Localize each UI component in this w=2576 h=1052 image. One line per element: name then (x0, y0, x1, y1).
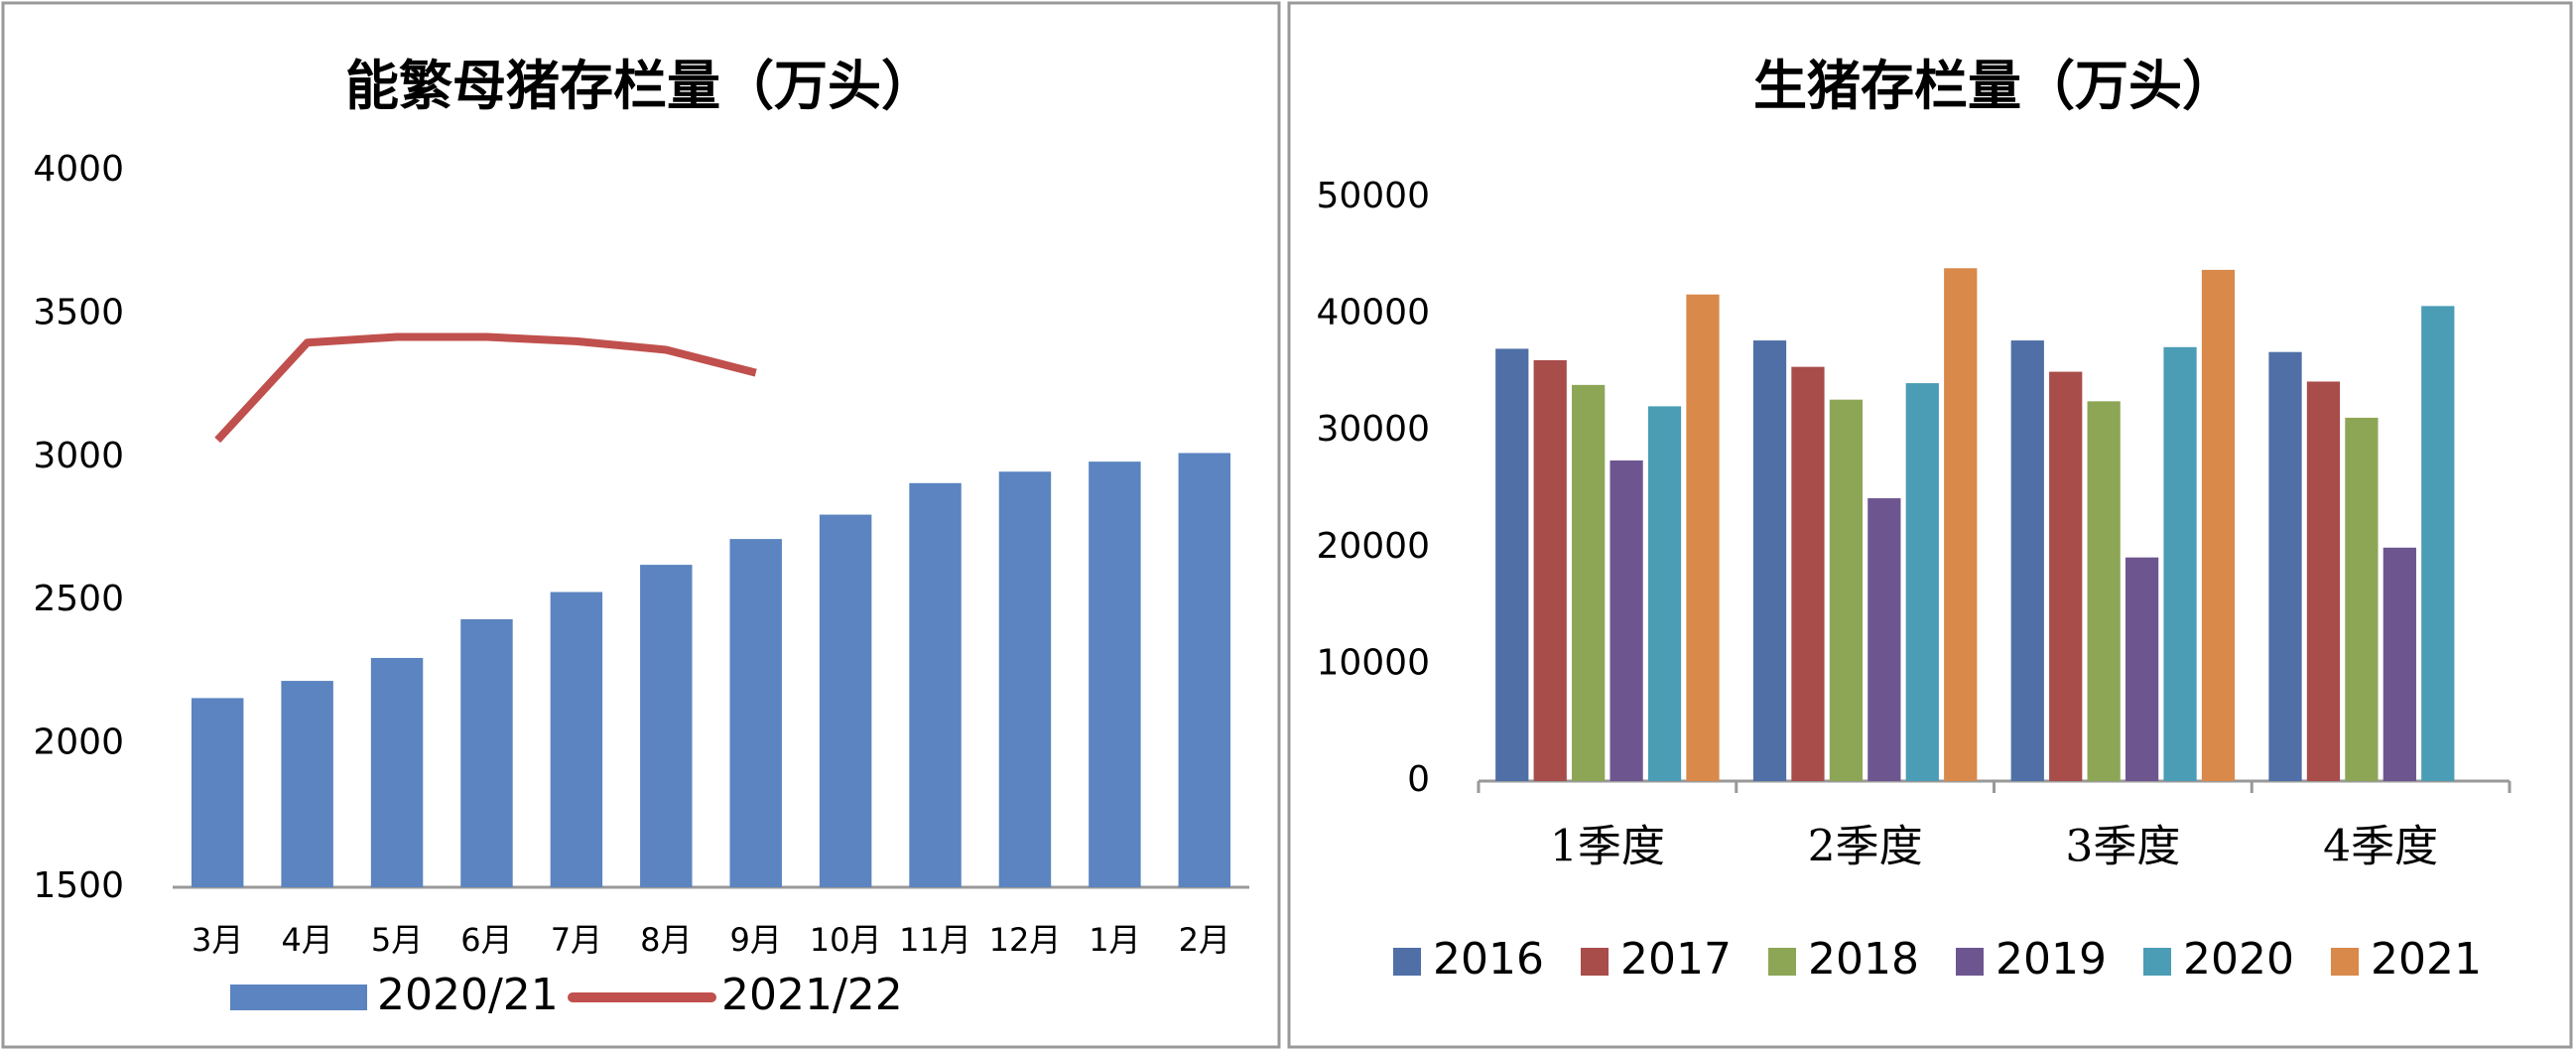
legend-label: 2016 (1433, 934, 1544, 985)
bar (1089, 461, 1141, 887)
x-tick-label: 5月 (371, 921, 423, 959)
y-tick-label: 4000 (33, 149, 124, 190)
bar (2125, 557, 2159, 781)
bar (1791, 366, 1825, 781)
bar (2163, 346, 2197, 781)
x-tick-label: 8月 (640, 921, 692, 959)
y-tick-label: 1500 (33, 865, 124, 906)
bar (1868, 498, 1901, 781)
bar (1533, 359, 1567, 781)
x-tick-label: 2月 (1179, 921, 1230, 959)
chart-title: 生猪存栏量（万头） (1753, 54, 2236, 117)
legend-label: 2017 (1620, 934, 1732, 985)
x-tick-label: 4月 (281, 921, 332, 959)
bar (1178, 453, 1231, 887)
y-tick-label: 10000 (1316, 642, 1430, 683)
bar (1944, 268, 1978, 781)
x-tick-label: 7月 (551, 921, 602, 959)
bar (1905, 383, 1939, 781)
y-tick-label: 3500 (33, 292, 124, 332)
bar (2421, 306, 2455, 781)
legend-swatch (1393, 948, 1421, 976)
x-tick-label: 3月 (192, 921, 243, 959)
bar (281, 681, 333, 887)
bar (640, 565, 693, 887)
legend-swatch (2331, 948, 2359, 976)
x-tick-label: 4季度 (2323, 822, 2438, 872)
bar (2087, 401, 2121, 781)
bar (729, 539, 782, 887)
y-tick-label: 30000 (1316, 409, 1430, 450)
x-tick-label: 9月 (730, 921, 782, 959)
legend-label: 2021 (2371, 934, 2482, 985)
bar (998, 471, 1052, 887)
x-tick-label: 11月 (899, 921, 971, 959)
bar (1495, 348, 1529, 781)
legend-swatch (1956, 948, 1984, 976)
bar (2383, 547, 2416, 781)
y-tick-label: 40000 (1316, 293, 1430, 333)
bar (460, 618, 513, 887)
legend-swatch (2143, 948, 2171, 976)
x-tick-label: 1季度 (1550, 822, 1665, 872)
legend-label: 2021/22 (721, 970, 903, 1020)
bar (1647, 406, 1682, 781)
bar (1572, 384, 1606, 781)
bar (2010, 340, 2044, 781)
x-tick-label: 6月 (460, 921, 512, 959)
bar (909, 482, 962, 887)
panel-border (1, 1, 1281, 1049)
legend-label: 2019 (1996, 934, 2107, 985)
bar (2049, 371, 2083, 781)
x-tick-label: 3季度 (2065, 822, 2180, 872)
legend-label: 2020/21 (377, 970, 559, 1020)
x-tick-label: 10月 (810, 921, 882, 959)
x-tick-label: 12月 (989, 921, 1062, 959)
bar (1686, 294, 1720, 781)
bar (191, 698, 244, 887)
bar (1829, 399, 1864, 781)
bar (550, 592, 603, 887)
legend-swatch (1768, 948, 1796, 976)
chart-title: 能繁母猪存栏量（万头） (345, 54, 935, 117)
y-tick-label: 0 (1407, 759, 1430, 800)
bar (2201, 269, 2236, 781)
bar (1610, 460, 1643, 781)
y-tick-label: 2500 (33, 579, 124, 619)
line (214, 332, 757, 444)
legend-swatch (230, 985, 367, 1010)
legend-label: 2018 (1808, 934, 1919, 985)
y-tick-label: 2000 (33, 723, 124, 763)
legend-label: 2020 (2183, 934, 2294, 985)
x-tick-label: 1月 (1089, 921, 1140, 959)
bar (2345, 417, 2379, 781)
bar (1752, 340, 1787, 781)
bar (819, 514, 872, 887)
y-tick-label: 3000 (33, 436, 124, 476)
legend-swatch (1581, 948, 1609, 976)
y-tick-label: 20000 (1316, 526, 1430, 567)
bar (370, 657, 424, 887)
bar (2306, 381, 2341, 781)
y-tick-label: 50000 (1316, 176, 1430, 216)
bar (2268, 351, 2302, 781)
x-tick-label: 2季度 (1808, 822, 1923, 872)
